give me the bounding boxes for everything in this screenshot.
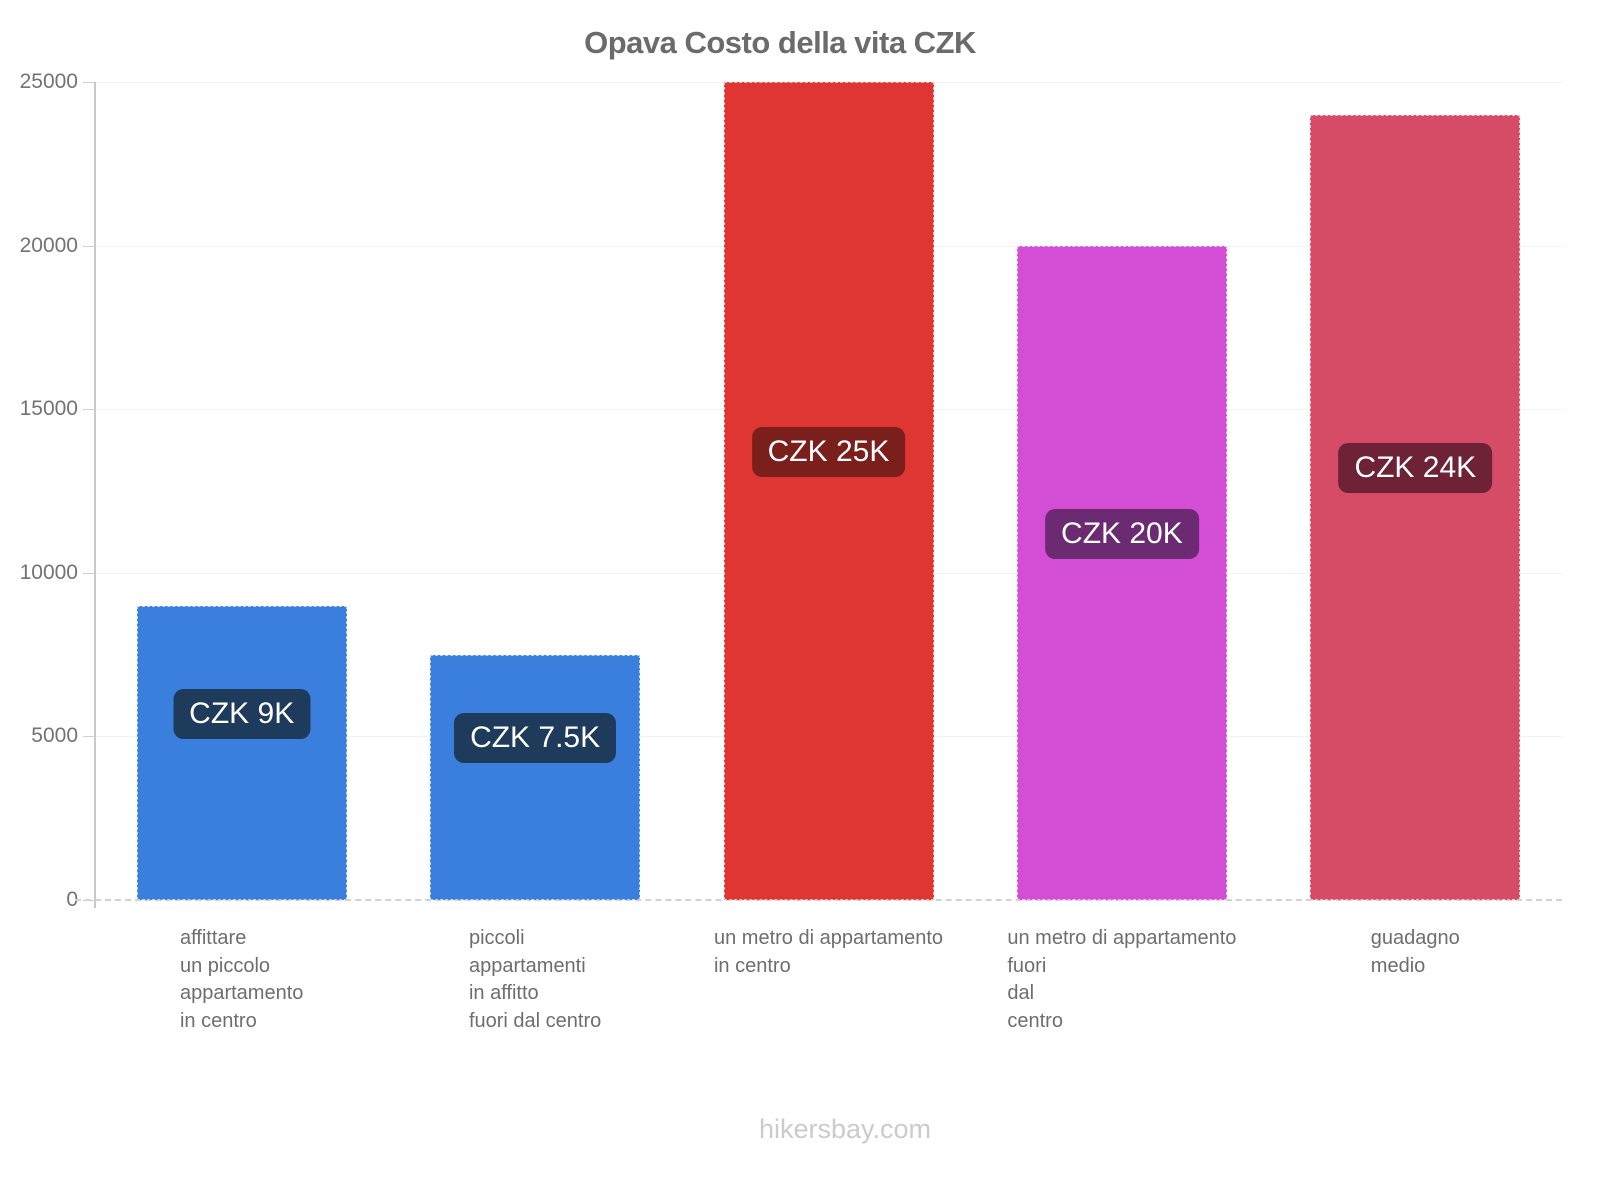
category-label-3: un metro di appartamento in centro bbox=[713, 927, 944, 977]
y-axis-tick-10000 bbox=[83, 572, 95, 574]
value-badge-3: CZK 25K bbox=[751, 427, 906, 477]
y-axis-tick-15000 bbox=[83, 409, 95, 411]
bar-3[interactable]: CZK 25K bbox=[723, 82, 934, 900]
plot-area: 0 5000 10000 15000 20000 25000 CZK 9K affittare… bbox=[20, 70, 1562, 1032]
y-axis-label-10000: 10000 bbox=[19, 560, 78, 584]
category-label-5: guadagno medio bbox=[1370, 927, 1460, 977]
bar-4[interactable]: CZK 20K bbox=[1016, 245, 1227, 900]
value-badge-4: CZK 20K bbox=[1045, 508, 1199, 559]
value-badge-1: CZK 9K bbox=[173, 688, 311, 739]
category-label-4: un metro di appartamento fuori dal centr… bbox=[1007, 927, 1237, 1032]
category-label-1: affittare un piccolo appartamento in cen… bbox=[179, 927, 304, 1032]
y-axis-label-20000: 20000 bbox=[19, 233, 78, 257]
value-badge-2: CZK 7.5K bbox=[454, 713, 617, 764]
y-axis-tick-5000 bbox=[83, 736, 95, 738]
value-badge-5: CZK 24K bbox=[1338, 443, 1493, 494]
y-axis-tick-20000 bbox=[83, 245, 95, 247]
y-axis-label-0: 0 bbox=[66, 888, 78, 911]
y-axis-label-15000: 15000 bbox=[19, 397, 78, 421]
chart-title: Opava Costo della vita CZK bbox=[584, 25, 976, 60]
bar-1[interactable]: CZK 9K bbox=[136, 605, 347, 900]
y-axis-label-5000: 5000 bbox=[31, 724, 78, 748]
bar-2[interactable]: CZK 7.5K bbox=[430, 654, 641, 900]
y-axis-line bbox=[94, 82, 96, 908]
y-axis-tick-25000 bbox=[83, 82, 95, 83]
x-axis-line bbox=[75, 899, 1562, 901]
bar-5[interactable]: CZK 24K bbox=[1310, 114, 1521, 900]
y-axis-label-25000: 25000 bbox=[19, 70, 78, 93]
category-label-2: piccoli appartamenti in affitto fuori da… bbox=[468, 927, 602, 1032]
watermark-hikersbay: hikersbay.com bbox=[758, 1114, 932, 1144]
